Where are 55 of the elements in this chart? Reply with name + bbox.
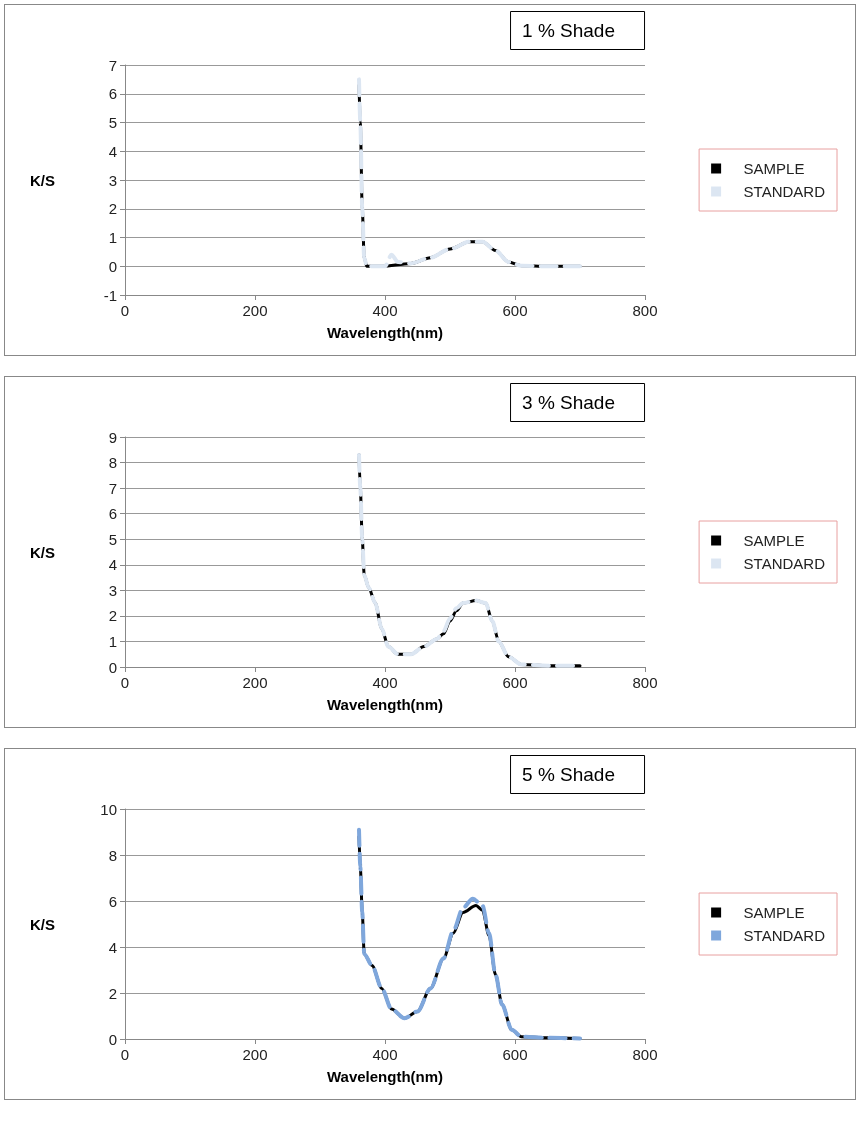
- x-tick-label: 600: [502, 302, 528, 319]
- y-tick-label: 2: [108, 984, 117, 1002]
- y-axis-title: K/S: [29, 543, 55, 561]
- x-tick-label: 800: [632, 1046, 658, 1063]
- x-tick-label: 200: [242, 1046, 268, 1063]
- x-tick-label: 0: [120, 674, 130, 691]
- x-tick-label: 200: [242, 674, 268, 691]
- y-tick-label: 6: [108, 505, 117, 523]
- x-axis-title: Wavelength(nm): [326, 1068, 444, 1085]
- chart-title: 3 % Shade: [522, 392, 616, 413]
- y-tick-label: 0: [108, 257, 117, 275]
- legend-label: STANDARD: [743, 183, 826, 200]
- y-tick-label: 9: [108, 428, 117, 446]
- x-tick-label: 800: [632, 302, 658, 319]
- x-tick-label: 600: [502, 674, 528, 691]
- y-tick-label: 4: [108, 142, 117, 160]
- y-tick-label: -1: [103, 286, 117, 304]
- x-tick-label: 200: [242, 302, 268, 319]
- x-tick-label: 400: [372, 1046, 398, 1063]
- x-tick-label: 0: [120, 302, 130, 319]
- y-axis-title: K/S: [29, 915, 55, 933]
- y-tick-label: 1: [108, 632, 117, 650]
- y-tick-label: 5: [108, 114, 117, 131]
- y-tick-label: 7: [108, 56, 117, 74]
- legend-label: SAMPLE: [743, 532, 805, 549]
- x-tick-label: 400: [372, 302, 398, 319]
- y-tick-label: 3: [108, 581, 117, 599]
- y-tick-label: 1: [108, 229, 117, 246]
- chart-title: 5 % Shade: [522, 764, 616, 785]
- y-tick-label: 8: [108, 846, 117, 864]
- y-tick-label: 6: [108, 85, 117, 103]
- y-tick-label: 7: [108, 479, 117, 497]
- y-tick-label: 10: [100, 800, 117, 818]
- y-tick-label: 0: [108, 1030, 117, 1048]
- y-tick-label: 3: [108, 171, 117, 189]
- x-axis-title: Wavelength(nm): [326, 324, 444, 341]
- y-tick-label: 2: [108, 200, 117, 218]
- x-tick-label: 400: [372, 674, 398, 691]
- legend-label: SAMPLE: [743, 904, 805, 921]
- legend-label: STANDARD: [743, 927, 826, 944]
- y-tick-label: 6: [108, 892, 117, 910]
- y-tick-label: 2: [108, 607, 117, 625]
- y-tick-label: 8: [108, 454, 117, 472]
- y-axis-title: K/S: [29, 171, 55, 189]
- y-tick-label: 4: [108, 556, 117, 574]
- y-tick-label: 5: [108, 530, 117, 548]
- y-tick-label: 4: [108, 938, 117, 956]
- y-tick-label: 0: [108, 658, 117, 676]
- x-tick-label: 0: [120, 1046, 130, 1063]
- legend-label: STANDARD: [743, 555, 826, 572]
- chart-title: 1 % Shade: [522, 20, 616, 41]
- legend-label: SAMPLE: [743, 160, 805, 177]
- x-tick-label: 800: [632, 674, 658, 691]
- x-tick-label: 600: [502, 1046, 528, 1063]
- x-axis-title: Wavelength(nm): [326, 696, 444, 713]
